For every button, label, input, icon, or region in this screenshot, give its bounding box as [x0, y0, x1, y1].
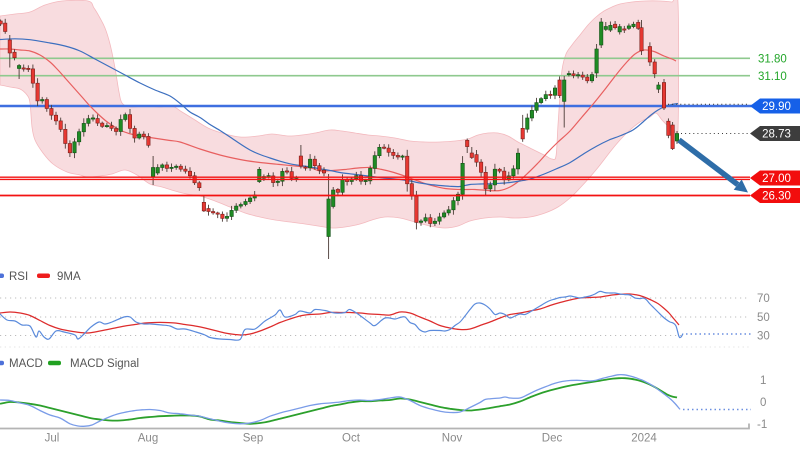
svg-text:30: 30: [757, 331, 770, 343]
svg-text:31.80: 31.80: [758, 54, 787, 66]
svg-text:Jul: Jul: [45, 433, 60, 445]
svg-text:27.00: 27.00: [762, 173, 791, 185]
svg-text:Dec: Dec: [542, 433, 563, 445]
svg-text:28.73: 28.73: [762, 129, 791, 141]
svg-text:Aug: Aug: [138, 433, 158, 445]
svg-text:-1: -1: [757, 419, 767, 431]
svg-text:70: 70: [757, 293, 770, 305]
svg-text:31.10: 31.10: [758, 71, 787, 83]
svg-text:0: 0: [760, 397, 766, 409]
svg-text:9MA: 9MA: [57, 271, 81, 283]
svg-text:MACD Signal: MACD Signal: [70, 358, 139, 370]
svg-text:Oct: Oct: [342, 433, 361, 445]
svg-text:Sep: Sep: [243, 433, 263, 445]
svg-text:RSI: RSI: [9, 271, 28, 283]
svg-text:26.30: 26.30: [762, 191, 791, 203]
svg-text:50: 50: [757, 312, 770, 324]
svg-text:1: 1: [760, 375, 766, 387]
svg-text:Nov: Nov: [442, 433, 463, 445]
svg-text:29.90: 29.90: [762, 101, 791, 113]
svg-text:2024: 2024: [631, 433, 657, 445]
svg-text:MACD: MACD: [9, 358, 43, 370]
